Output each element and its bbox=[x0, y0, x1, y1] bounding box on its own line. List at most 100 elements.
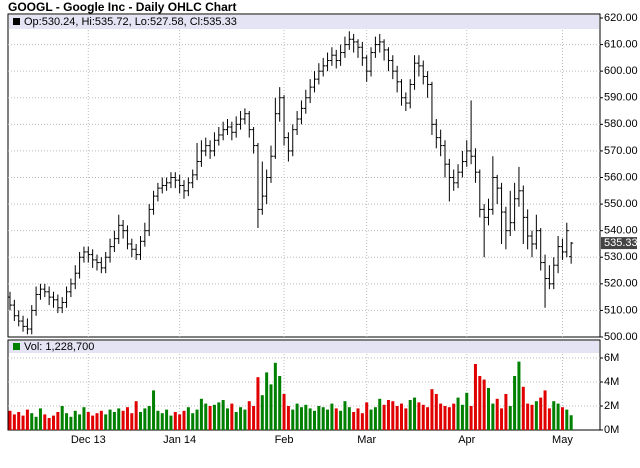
volume-bar bbox=[43, 414, 47, 430]
y-tick-label: 570.00 bbox=[604, 145, 638, 157]
x-tick-label: Dec 13 bbox=[71, 434, 106, 446]
volume-bar bbox=[330, 403, 334, 430]
volume-bar bbox=[456, 397, 460, 430]
volume-bar bbox=[208, 406, 212, 430]
volume-bar bbox=[465, 392, 469, 430]
volume-bar bbox=[265, 372, 269, 430]
volume-bar bbox=[408, 400, 412, 430]
y-tick-label: 530.00 bbox=[604, 251, 638, 263]
volume-bar bbox=[373, 407, 377, 430]
volume-bar bbox=[278, 376, 282, 430]
volume-bar bbox=[539, 397, 543, 430]
volume-bar bbox=[400, 403, 403, 430]
volume-bar bbox=[173, 412, 177, 430]
volume-bar bbox=[247, 401, 251, 430]
volume-bar bbox=[417, 402, 421, 430]
volume-bar bbox=[530, 404, 534, 430]
y-tick-label: 500.00 bbox=[604, 331, 638, 343]
volume-bar bbox=[482, 379, 486, 430]
volume-bar bbox=[356, 408, 360, 430]
y-tick-label: 6M bbox=[604, 352, 619, 364]
volume-bar bbox=[469, 406, 473, 430]
y-tick-label: 0M bbox=[604, 424, 619, 436]
volume-bar bbox=[217, 402, 221, 430]
volume-bar bbox=[426, 407, 430, 430]
volume-bar bbox=[226, 408, 229, 430]
last-price-box bbox=[601, 237, 637, 250]
volume-bar bbox=[434, 394, 438, 430]
volume-bar bbox=[339, 410, 343, 430]
y-tick-label: 580.00 bbox=[604, 118, 638, 130]
volume-bar bbox=[321, 407, 325, 430]
volume-bar bbox=[495, 398, 499, 430]
volume-bar bbox=[273, 362, 277, 430]
volume-bar bbox=[269, 384, 273, 430]
volume-bar bbox=[347, 407, 351, 430]
volume-bar bbox=[30, 413, 34, 430]
volume-bar bbox=[556, 403, 560, 430]
volume-bar bbox=[108, 409, 112, 430]
volume-bar bbox=[221, 400, 225, 430]
volume-bar bbox=[204, 403, 208, 430]
y-tick-label: 510.00 bbox=[604, 304, 638, 316]
volume-bar bbox=[178, 414, 182, 430]
y-tick-label: 520.00 bbox=[604, 278, 638, 290]
volume-bar bbox=[560, 407, 564, 430]
volume-bar bbox=[239, 407, 243, 430]
volume-bar bbox=[230, 403, 234, 430]
volume-bar bbox=[391, 401, 395, 430]
volume-bar bbox=[430, 389, 434, 430]
y-tick-label: 540.00 bbox=[604, 225, 638, 237]
volume-bar bbox=[212, 404, 216, 430]
volume-bar bbox=[543, 390, 547, 430]
volume-bar bbox=[443, 406, 447, 430]
volume-bar bbox=[56, 412, 60, 430]
volume-bar bbox=[95, 413, 99, 430]
volume-bar bbox=[369, 409, 373, 430]
y-tick-label: 2M bbox=[604, 400, 619, 412]
volume-bar bbox=[8, 410, 12, 430]
x-tick-label: Apr bbox=[458, 434, 475, 446]
volume-bar bbox=[447, 407, 451, 430]
volume-bar bbox=[343, 401, 347, 430]
volume-bar bbox=[134, 401, 138, 430]
volume-bar bbox=[243, 409, 247, 430]
volume-bar bbox=[378, 398, 382, 430]
volume-bar bbox=[326, 409, 330, 430]
y-tick-label: 560.00 bbox=[604, 171, 638, 183]
x-tick-label: Jan 14 bbox=[163, 434, 196, 446]
volume-bar bbox=[91, 415, 95, 430]
volume-bar bbox=[569, 415, 573, 430]
volume-bar bbox=[125, 407, 129, 430]
volume-bar bbox=[121, 410, 125, 430]
volume-bar bbox=[234, 412, 238, 430]
volume-bar bbox=[117, 408, 121, 430]
legend-swatch bbox=[13, 343, 20, 350]
volume-bar bbox=[460, 404, 464, 430]
volume-legend-bar bbox=[9, 341, 599, 353]
y-tick-label: 610.00 bbox=[604, 38, 638, 50]
volume-bar bbox=[169, 415, 173, 430]
volume-bar bbox=[73, 410, 77, 430]
volume-bar bbox=[17, 412, 21, 430]
volume-bar bbox=[99, 410, 103, 430]
volume-bar bbox=[86, 412, 90, 430]
y-tick-label: 620.00 bbox=[604, 12, 638, 24]
legend-swatch bbox=[13, 18, 20, 25]
last-price-label: 535.33 bbox=[604, 237, 638, 249]
legend-text: Vol: 1,228,700 bbox=[24, 341, 94, 353]
volume-bar bbox=[112, 412, 116, 430]
volume-bar bbox=[395, 406, 399, 430]
volume-bar bbox=[313, 410, 316, 430]
volume-bar bbox=[82, 407, 86, 430]
volume-bar bbox=[139, 412, 142, 430]
volume-bar bbox=[413, 397, 417, 430]
volume-bar bbox=[160, 413, 164, 430]
volume-bar bbox=[256, 377, 260, 430]
volume-bar bbox=[439, 403, 443, 430]
volume-bar bbox=[147, 406, 151, 430]
volume-bar bbox=[182, 410, 186, 430]
volume-bar bbox=[199, 398, 203, 430]
volume-bar bbox=[286, 406, 290, 430]
x-tick-label: Feb bbox=[275, 434, 294, 446]
